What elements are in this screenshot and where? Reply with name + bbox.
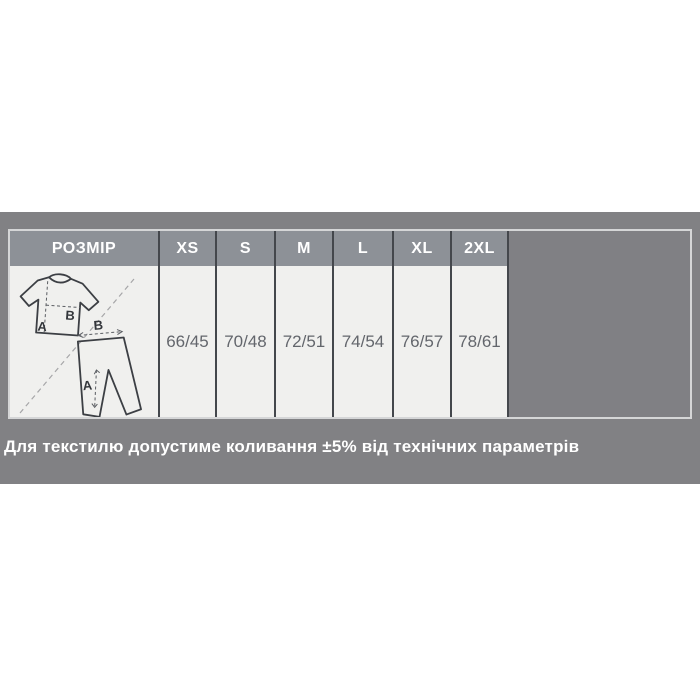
size-table: РОЗМІР A B xyxy=(8,229,692,419)
column-2xl: 2XL 78/61 xyxy=(452,231,509,417)
size-value-xs: 66/45 xyxy=(160,266,215,417)
pants-outline: B A xyxy=(76,317,142,417)
size-header-xl: XL xyxy=(394,231,450,266)
column-m: M 72/51 xyxy=(276,231,334,417)
size-value-2xl: 78/61 xyxy=(452,266,507,417)
column-xl: XL 76/57 xyxy=(394,231,452,417)
shirt-length-label: A xyxy=(37,319,48,335)
size-header-cell: РОЗМІР xyxy=(10,231,158,266)
table-filler-cell xyxy=(509,231,690,417)
tshirt-pants-diagram-icon: A B B A xyxy=(19,273,142,417)
column-xs: XS 66/45 xyxy=(160,231,217,417)
size-chart-panel: РОЗМІР A B xyxy=(0,212,700,484)
size-header-l: L xyxy=(334,231,392,266)
pants-width-label: B xyxy=(93,317,104,333)
garment-measurement-illustration: A B B A xyxy=(10,266,158,417)
column-l: L 74/54 xyxy=(334,231,394,417)
size-column: РОЗМІР A B xyxy=(10,231,160,417)
size-header-2xl: 2XL xyxy=(452,231,507,266)
tshirt-outline: A B xyxy=(19,273,100,337)
tolerance-note: Для текстилю допустиме коливання ±5% від… xyxy=(4,437,580,456)
size-value-l: 74/54 xyxy=(334,266,392,417)
diagonal-divider-line xyxy=(19,278,135,414)
size-value-xl: 76/57 xyxy=(394,266,450,417)
pants-length-label: A xyxy=(82,377,93,393)
size-header-s: S xyxy=(217,231,274,266)
shirt-width-label: B xyxy=(65,308,75,324)
size-header-xs: XS xyxy=(160,231,215,266)
size-header-m: M xyxy=(276,231,332,266)
size-value-s: 70/48 xyxy=(217,266,274,417)
column-s: S 70/48 xyxy=(217,231,276,417)
size-value-m: 72/51 xyxy=(276,266,332,417)
